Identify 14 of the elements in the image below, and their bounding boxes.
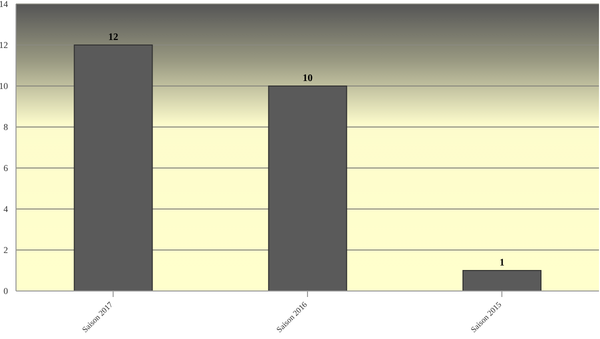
bar xyxy=(74,44,153,291)
y-tick-label: 10 xyxy=(0,81,8,92)
y-tick-label: 0 xyxy=(4,286,8,296)
data-label: 12 xyxy=(108,32,118,43)
y-tick-label: 8 xyxy=(4,122,8,132)
bar xyxy=(268,86,348,291)
y-tick-label: 12 xyxy=(0,40,8,50)
y-tick-label: 14 xyxy=(0,0,8,10)
data-label: 1 xyxy=(499,258,504,268)
bar xyxy=(462,270,542,291)
y-tick-label: 2 xyxy=(4,245,8,256)
data-label: 10 xyxy=(302,73,313,84)
y-tick-label: 6 xyxy=(4,163,8,174)
y-tick-label: 4 xyxy=(4,204,8,214)
